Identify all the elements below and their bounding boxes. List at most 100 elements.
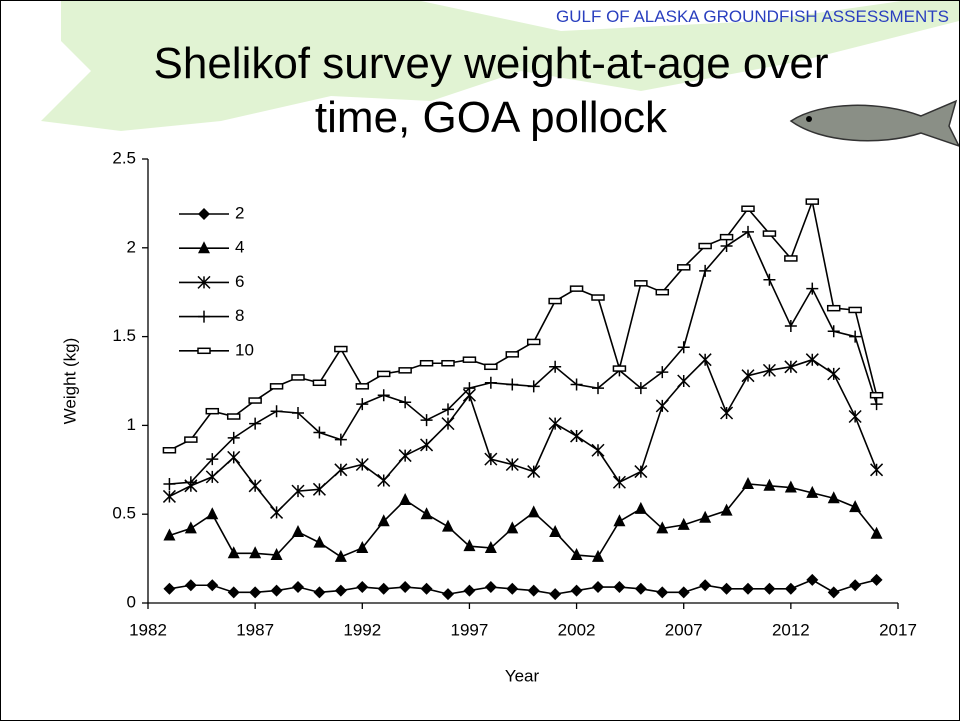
marker bbox=[163, 528, 176, 541]
marker bbox=[634, 582, 647, 595]
legend-marker bbox=[198, 241, 210, 254]
x-tick-label: 1982 bbox=[129, 620, 167, 639]
slide-title: Shelikof survey weight-at-age over time,… bbox=[153, 39, 829, 142]
marker bbox=[441, 359, 455, 367]
marker bbox=[676, 264, 691, 271]
marker bbox=[399, 396, 412, 409]
legend-label: 6 bbox=[235, 272, 244, 291]
marker bbox=[334, 433, 347, 446]
marker bbox=[484, 376, 497, 389]
marker bbox=[398, 449, 412, 463]
marker bbox=[312, 482, 326, 496]
y-tick-label: 2.5 bbox=[112, 148, 136, 167]
marker bbox=[184, 476, 197, 489]
marker bbox=[356, 540, 369, 553]
marker bbox=[377, 389, 390, 402]
marker bbox=[248, 397, 262, 404]
marker bbox=[634, 465, 648, 479]
marker bbox=[827, 325, 840, 338]
marker bbox=[870, 573, 883, 586]
marker bbox=[206, 579, 219, 592]
x-axis-label: Year bbox=[505, 666, 540, 685]
marker bbox=[291, 484, 305, 498]
legend-marker bbox=[197, 275, 211, 289]
header: GULF OF ALASKA GROUNDFISH ASSESSMENTS bbox=[556, 7, 949, 26]
marker bbox=[656, 366, 669, 379]
x-tick-label: 2002 bbox=[558, 620, 596, 639]
marker bbox=[784, 255, 798, 262]
marker bbox=[420, 438, 434, 452]
marker bbox=[442, 588, 454, 601]
marker bbox=[162, 489, 176, 503]
marker bbox=[184, 521, 197, 534]
marker bbox=[484, 540, 497, 553]
marker bbox=[806, 573, 819, 586]
x-tick-label: 1992 bbox=[343, 620, 381, 639]
marker bbox=[741, 205, 755, 212]
y-tick-label: 0 bbox=[127, 592, 136, 611]
y-tick-label: 0.5 bbox=[112, 504, 136, 523]
legend-marker bbox=[198, 208, 210, 220]
marker bbox=[420, 507, 433, 520]
marker bbox=[592, 549, 604, 562]
marker bbox=[184, 436, 198, 443]
marker bbox=[699, 264, 712, 277]
marker bbox=[698, 353, 712, 367]
marker bbox=[549, 588, 562, 601]
marker bbox=[806, 282, 819, 295]
marker bbox=[442, 403, 454, 416]
marker bbox=[870, 526, 883, 539]
marker bbox=[420, 582, 433, 595]
marker bbox=[527, 505, 540, 518]
marker bbox=[419, 359, 434, 367]
marker bbox=[762, 230, 777, 237]
marker bbox=[677, 586, 690, 599]
marker bbox=[634, 501, 647, 514]
marker bbox=[742, 477, 754, 490]
series-line bbox=[169, 579, 877, 595]
marker bbox=[163, 582, 176, 595]
marker bbox=[784, 480, 797, 493]
marker bbox=[334, 345, 348, 353]
marker bbox=[720, 406, 734, 420]
marker bbox=[227, 586, 240, 599]
marker bbox=[526, 338, 541, 346]
marker bbox=[699, 579, 712, 592]
marker bbox=[656, 586, 669, 599]
marker bbox=[570, 548, 583, 561]
marker bbox=[655, 288, 670, 296]
marker bbox=[355, 457, 369, 472]
marker bbox=[484, 581, 497, 594]
marker bbox=[463, 539, 476, 552]
legend-marker bbox=[198, 310, 210, 323]
marker bbox=[162, 447, 177, 454]
marker bbox=[270, 505, 284, 519]
marker bbox=[784, 582, 797, 595]
marker bbox=[292, 406, 304, 419]
marker bbox=[570, 378, 583, 391]
series-line bbox=[169, 198, 878, 451]
marker bbox=[399, 492, 412, 505]
marker bbox=[506, 378, 519, 391]
marker bbox=[313, 586, 326, 599]
y-tick-label: 1 bbox=[127, 415, 136, 434]
marker bbox=[227, 546, 240, 559]
marker bbox=[720, 503, 733, 516]
marker bbox=[784, 360, 798, 374]
marker bbox=[720, 240, 733, 253]
marker bbox=[248, 479, 262, 493]
marker bbox=[376, 370, 391, 378]
marker bbox=[570, 429, 584, 443]
marker bbox=[356, 581, 369, 594]
marker bbox=[226, 413, 241, 420]
marker bbox=[270, 584, 283, 597]
marker bbox=[870, 398, 883, 411]
marker bbox=[763, 582, 776, 595]
marker bbox=[205, 407, 220, 415]
series-line bbox=[169, 358, 878, 514]
marker bbox=[462, 356, 477, 363]
map-shape bbox=[41, 1, 959, 131]
marker bbox=[377, 473, 391, 487]
marker bbox=[163, 478, 176, 491]
